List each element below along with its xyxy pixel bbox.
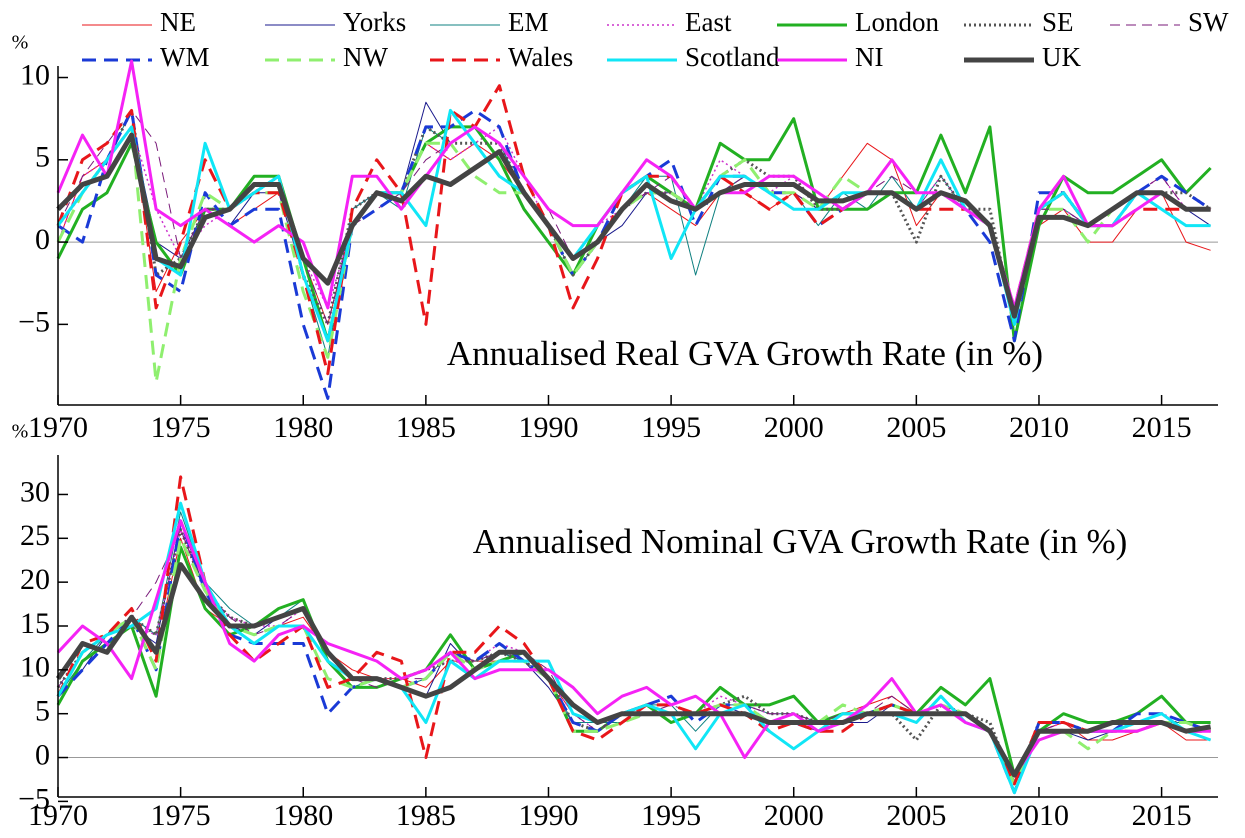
y-unit-label: %	[12, 421, 29, 443]
series-line	[56, 528, 1212, 786]
legend-label: WM	[160, 42, 210, 72]
x-tick-label: 1975	[151, 799, 211, 832]
x-tick-label: 2010	[1009, 799, 1069, 832]
x-tick-label: 2000	[764, 411, 824, 444]
x-tick-label: 1985	[396, 411, 456, 444]
legend-label: Yorks	[343, 7, 406, 37]
x-tick-label: 1970	[28, 799, 88, 832]
legend-label: Wales	[508, 42, 573, 72]
chart-title: Annualised Real GVA Growth Rate (in %)	[447, 334, 1043, 373]
x-tick-label: 1995	[641, 799, 701, 832]
y-tick-label: 25	[20, 519, 50, 552]
legend-label: SE	[1042, 7, 1074, 37]
y-tick-label: 5	[35, 141, 50, 174]
legend-label: EM	[508, 7, 549, 37]
x-tick-label: 1980	[273, 411, 333, 444]
x-tick-label: 2005	[886, 411, 946, 444]
x-tick-label: 1970	[28, 411, 88, 444]
x-tick-label: 2015	[1132, 411, 1192, 444]
series-line	[55, 562, 1212, 778]
x-tick-label: 1980	[273, 799, 333, 832]
legend-label: NE	[160, 7, 196, 37]
legend-label: East	[685, 7, 732, 37]
y-tick-label: 0	[35, 223, 50, 256]
legend-label: SW	[1188, 7, 1229, 37]
plot-area	[55, 475, 1218, 795]
chart-title: Annualised Nominal GVA Growth Rate (in %…	[473, 522, 1128, 561]
x-tick-label: 1995	[641, 411, 701, 444]
series-line	[56, 501, 1212, 795]
x-tick-label: 2005	[886, 799, 946, 832]
series-line	[56, 519, 1212, 795]
series-line	[57, 108, 1212, 400]
x-tick-label: 2010	[1009, 411, 1069, 444]
y-unit-label: %	[12, 32, 29, 54]
x-tick-label: 1975	[151, 411, 211, 444]
y-tick-label: 20	[20, 563, 50, 596]
x-tick-label: 2000	[764, 799, 824, 832]
x-tick-label: 1990	[518, 411, 578, 444]
y-tick-label: 0	[35, 738, 50, 771]
legend-label: NI	[855, 42, 884, 72]
series-line	[56, 536, 1212, 786]
legend-label: London	[855, 7, 939, 37]
y-tick-label: −5	[18, 305, 50, 338]
y-tick-label: −5	[18, 782, 50, 815]
y-tick-label: 10	[20, 651, 50, 684]
x-tick-label: 1990	[518, 799, 578, 832]
x-tick-label: 2015	[1132, 799, 1192, 832]
x-tick-label: 1985	[396, 799, 456, 832]
legend-label: Scotland	[685, 42, 780, 72]
series-line	[56, 132, 1211, 319]
y-tick-label: 10	[20, 58, 50, 91]
y-tick-label: 5	[35, 695, 50, 728]
plot-area	[56, 59, 1218, 400]
legend-label: UK	[1042, 42, 1081, 72]
y-tick-label: 30	[20, 475, 50, 508]
y-tick-label: 15	[20, 607, 50, 640]
legend-label: NW	[343, 42, 388, 72]
